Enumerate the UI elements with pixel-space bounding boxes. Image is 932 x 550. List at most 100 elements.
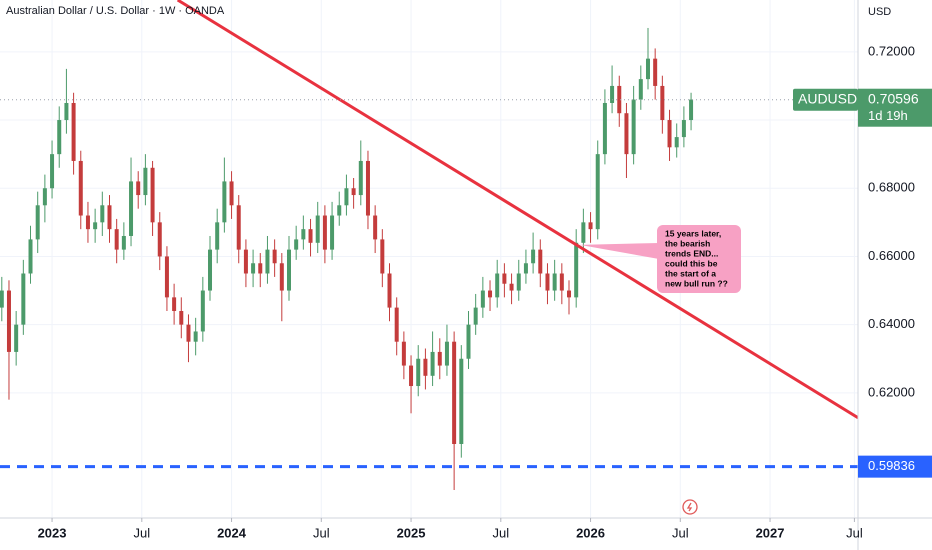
candle-body: [365, 160, 370, 216]
candle-body: [279, 263, 284, 291]
candle-body: [545, 273, 550, 291]
candle-body: [322, 215, 327, 250]
plot-area: [0, 0, 858, 491]
candle-body: [674, 137, 679, 148]
y-tick-label: 0.72000: [868, 43, 915, 58]
candle-body: [272, 249, 277, 264]
candle-body: [179, 311, 184, 325]
candle-body: [552, 273, 557, 291]
candle-body: [430, 351, 435, 376]
candle-body: [222, 181, 227, 223]
candle-body: [121, 235, 126, 250]
candle-body: [617, 85, 622, 114]
candle-body: [157, 222, 162, 257]
candle-body: [401, 341, 406, 366]
candle-body: [14, 324, 19, 352]
candle-body: [653, 58, 658, 86]
candle-body: [64, 102, 69, 121]
candle-body: [495, 273, 500, 298]
candle-body: [129, 181, 134, 236]
candle-body: [459, 358, 464, 444]
candle-body: [681, 120, 686, 138]
x-tick-label: Jul: [313, 525, 330, 540]
candle-body: [380, 239, 385, 274]
annotation-text: the bearish: [665, 238, 710, 248]
candle-body: [315, 215, 320, 243]
candle-body: [660, 85, 665, 121]
last-price-box: [858, 88, 932, 127]
candle-body: [215, 222, 220, 250]
last-price-label: 0.70596: [868, 90, 919, 106]
candle-body: [516, 273, 521, 291]
candle-body: [308, 229, 313, 243]
candle-body: [602, 102, 607, 155]
y-tick-label: 0.66000: [868, 248, 915, 263]
candle-body: [488, 290, 493, 298]
currency-label: USD: [868, 6, 891, 18]
x-tick-label: Jul: [492, 525, 509, 540]
candle-body: [567, 290, 572, 298]
candle-body: [143, 167, 148, 196]
axes: 0.720000.700000.680000.660000.640000.620…: [38, 43, 932, 540]
chart-header: Australian Dollar / U.S. Dollar · 1W · O…: [6, 5, 225, 17]
y-tick-label: 0.64000: [868, 316, 915, 331]
candle-body: [358, 160, 363, 196]
y-tick-label: 0.68000: [868, 180, 915, 195]
x-tick-label: Jul: [672, 525, 689, 540]
candle-body: [581, 222, 586, 243]
candle-body: [114, 229, 119, 250]
candle-body: [437, 351, 442, 366]
candle-body: [78, 160, 83, 216]
candle-body: [251, 263, 256, 274]
candle-body: [21, 273, 26, 325]
candle-body: [351, 188, 356, 196]
annotation-box: [657, 225, 741, 293]
candle-body: [28, 239, 33, 274]
candle-body: [344, 188, 349, 206]
candle-body: [71, 102, 76, 161]
candle-body: [595, 154, 600, 230]
symbol-label: AUDUSD: [798, 90, 857, 106]
candle-body: [559, 273, 564, 291]
x-tick-label: Jul: [846, 525, 863, 540]
candle-body: [588, 222, 593, 230]
candle-body: [236, 205, 241, 250]
candle-body: [208, 249, 213, 291]
support-label-box: [858, 455, 932, 478]
candle-body: [416, 358, 421, 387]
symbol-label-box: [793, 88, 858, 111]
candle-body: [631, 99, 636, 155]
annotation-text: new bull run ??: [665, 278, 728, 288]
annotation-text: could this be: [665, 258, 718, 268]
annotation-text: the start of a: [665, 268, 716, 278]
candle-body: [394, 307, 399, 342]
candle-body: [6, 290, 11, 352]
candle-body: [638, 79, 643, 100]
grid: [0, 0, 858, 518]
candle-body: [107, 205, 112, 230]
x-tick-label: 2027: [756, 525, 785, 540]
candle-body: [480, 290, 485, 308]
candle-body: [150, 167, 155, 223]
candle-body: [337, 205, 342, 216]
annotation-pointer: [579, 243, 659, 259]
candle-body: [473, 307, 478, 325]
candle-body: [186, 324, 191, 342]
annotation-text: 15 years later,: [665, 228, 721, 238]
candle-body: [523, 263, 528, 274]
candle-body: [373, 215, 378, 240]
candle-body: [164, 256, 169, 298]
candle-body: [100, 205, 105, 223]
candle-body: [531, 249, 536, 264]
candle-body: [387, 273, 392, 308]
candle-body: [85, 215, 90, 230]
candle-body: [0, 290, 4, 308]
candle-body: [645, 58, 650, 80]
candle-body: [93, 222, 98, 230]
candle-body: [538, 249, 543, 274]
x-tick-label: 2023: [38, 525, 67, 540]
candle-body: [136, 181, 141, 196]
candle-body: [574, 242, 579, 298]
